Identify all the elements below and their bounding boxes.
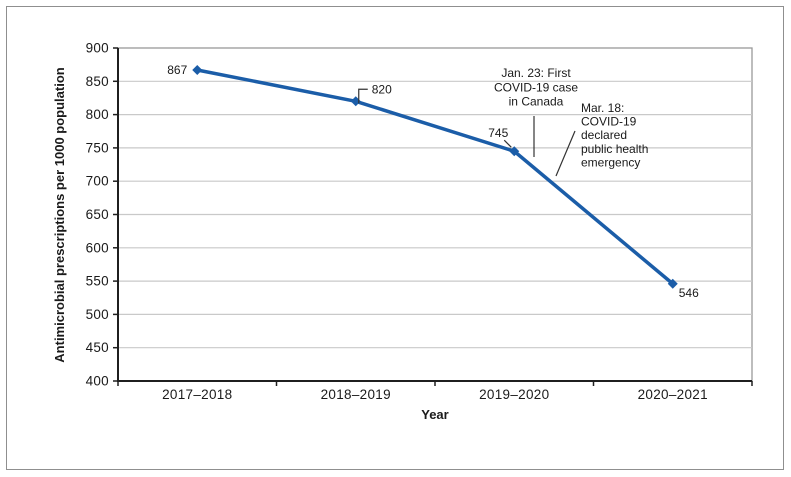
annotation-text-line: COVID-19 xyxy=(581,115,637,129)
annotation-text-line: declared xyxy=(581,128,627,142)
data-point-label: 820 xyxy=(372,82,392,96)
data-label-leader-line xyxy=(503,139,512,148)
y-tick-label: 600 xyxy=(86,240,109,255)
y-tick-label: 700 xyxy=(86,174,109,189)
annotation-text-line: Mar. 18: xyxy=(581,101,624,115)
y-tick-label: 500 xyxy=(86,307,109,322)
x-tick-label: 2018–2019 xyxy=(321,387,391,402)
x-tick-label: 2017–2018 xyxy=(162,387,232,402)
x-axis-title: Year xyxy=(421,407,448,422)
data-label-leader-line xyxy=(358,88,368,104)
y-tick-label: 650 xyxy=(86,207,109,222)
data-point-label: 745 xyxy=(488,126,508,140)
data-point-marker xyxy=(509,146,520,157)
data-point-marker xyxy=(192,64,203,75)
annotation-text-line: in Canada xyxy=(509,95,564,109)
y-tick-label: 850 xyxy=(86,74,109,89)
y-tick-label: 900 xyxy=(86,41,109,56)
data-point-label: 867 xyxy=(167,63,187,77)
x-tick-label: 2020–2021 xyxy=(638,387,708,402)
annotation-leader-line xyxy=(555,130,576,177)
data-line xyxy=(196,68,674,286)
annotation-text-line: emergency xyxy=(581,155,640,169)
y-axis-title: Antimicrobial prescriptions per 1000 pop… xyxy=(52,67,67,363)
y-tick-label: 450 xyxy=(86,340,109,355)
y-tick-label: 400 xyxy=(86,374,109,389)
x-tick-label: 2019–2020 xyxy=(479,387,549,402)
annotation-text-line: COVID-19 case xyxy=(494,80,578,94)
y-tick-label: 550 xyxy=(86,274,109,289)
data-point-marker xyxy=(667,278,678,289)
data-point-label: 546 xyxy=(679,286,699,300)
annotation-text-line: public health xyxy=(581,142,648,156)
annotation-text-line: Jan. 23: First xyxy=(501,66,571,80)
y-tick-label: 800 xyxy=(86,107,109,122)
y-tick-label: 750 xyxy=(86,140,109,155)
